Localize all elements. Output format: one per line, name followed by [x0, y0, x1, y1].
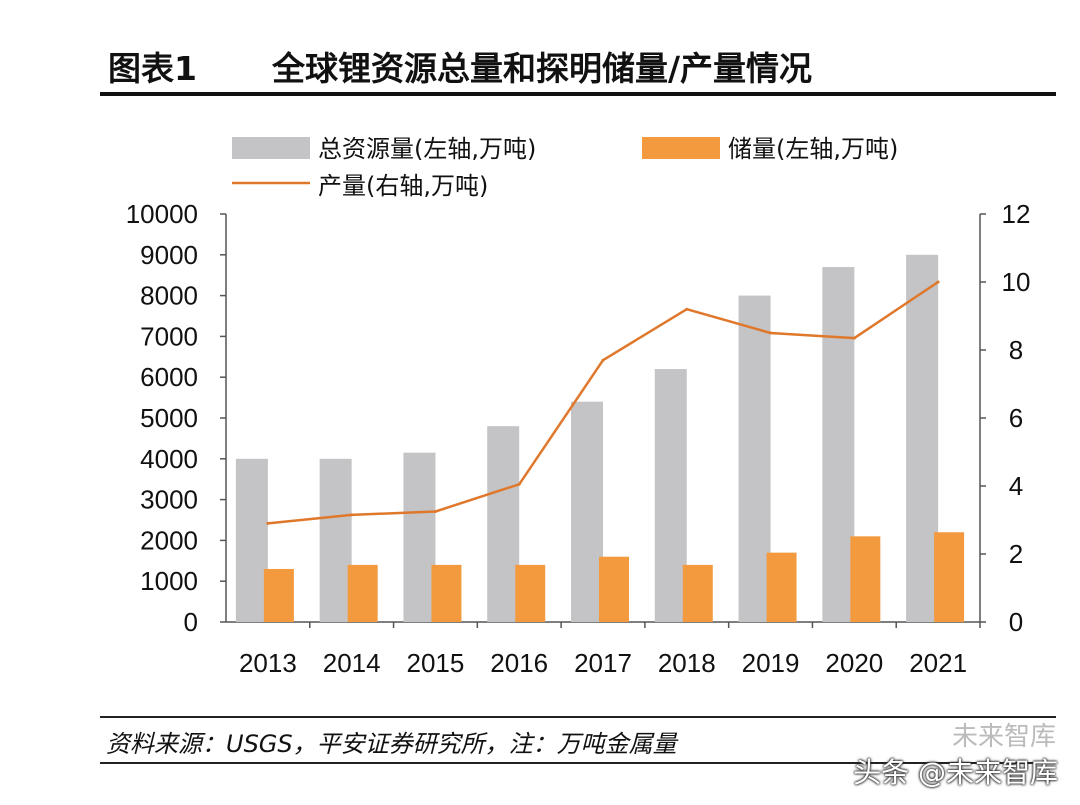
left-axis-tick-label: 1000 [140, 566, 198, 596]
footer: 资料来源：USGS，平安证券研究所，注：万吨金属量 [100, 716, 1056, 764]
left-axis-tick-label: 10000 [126, 199, 198, 229]
left-axis-tick-label: 2000 [140, 525, 198, 555]
right-axis-tick-label: 12 [1002, 199, 1031, 229]
right-axis-tick-label: 8 [1009, 335, 1023, 365]
bar-total-resources [487, 426, 520, 622]
footer-rule-top [100, 716, 1056, 718]
chart-bars [235, 254, 965, 623]
left-axis-tick-label: 9000 [140, 240, 198, 270]
point-production [769, 331, 773, 335]
left-axis-tick-label: 7000 [140, 321, 198, 351]
bar-total-resources [654, 369, 687, 622]
left-axis-tick-label: 6000 [140, 362, 198, 392]
legend-swatch-reserves [642, 137, 720, 159]
title-rule [100, 92, 1056, 96]
chart: 总资源量(左轴,万吨) 储量(左轴,万吨) 产量(右轴,万吨) 0 1000 200… [126, 135, 1031, 678]
left-axis-tick-label: 3000 [140, 485, 198, 515]
bar-total-resources [319, 458, 352, 622]
legend-label-production: 产量(右轴,万吨) [318, 172, 488, 200]
figure-label: 图表1 [108, 49, 197, 88]
left-axis-tick-label: 8000 [140, 281, 198, 311]
footer-rule-bottom [100, 762, 1056, 764]
right-axis-tick-label: 10 [1002, 267, 1031, 297]
bar-total-resources [403, 452, 436, 622]
right-axis-tick-label: 4 [1009, 471, 1023, 501]
left-axis-tick-label: 5000 [140, 403, 198, 433]
bar-total-resources [571, 401, 603, 622]
bar-reserves [599, 556, 629, 622]
bar-reserves [431, 564, 462, 622]
right-axis-tick-label: 0 [1009, 607, 1023, 637]
x-axis-tick-label: 2019 [742, 648, 800, 678]
bar-reserves [515, 564, 546, 622]
right-axis-tick-label: 2 [1009, 539, 1023, 569]
point-production [350, 513, 354, 517]
point-production [266, 521, 270, 525]
point-production [852, 336, 856, 340]
x-axis-tick-label: 2020 [825, 648, 883, 678]
watermark-text: 头条 @未来智库 [853, 756, 1058, 789]
left-axis-tick-label: 0 [184, 607, 198, 637]
figure-title: 全球锂资源总量和探明储量/产量情况 [272, 49, 813, 88]
source-note: 资料来源：USGS，平安证券研究所，注：万吨金属量 [106, 730, 677, 758]
x-axis-tick-label: 2016 [490, 648, 548, 678]
right-axis-tick-label: 6 [1009, 403, 1023, 433]
left-axis-tick-label: 4000 [140, 444, 198, 474]
bar-reserves [934, 532, 965, 622]
x-axis-tick-label: 2015 [407, 648, 465, 678]
legend-swatch-total-resources [232, 137, 310, 159]
chart-legend: 总资源量(左轴,万吨) 储量(左轴,万吨) 产量(右轴,万吨) [232, 135, 898, 200]
bar-reserves [347, 564, 378, 622]
point-production [936, 280, 940, 284]
x-axis-tick-label: 2018 [658, 648, 716, 678]
bar-reserves [850, 536, 881, 622]
x-axis-tick-label: 2017 [574, 648, 632, 678]
legend-label-total-resources: 总资源量(左轴,万吨) [318, 135, 536, 163]
x-axis-tick-label: 2013 [239, 648, 297, 678]
figure-header: 图表1 全球锂资源总量和探明储量/产量情况 [100, 36, 1056, 96]
legend-label-reserves: 储量(左轴,万吨) [728, 135, 898, 163]
bar-total-resources [235, 458, 268, 622]
watermark-logo-text: 未来智库 [951, 722, 1056, 752]
bar-total-resources [738, 295, 771, 622]
point-production [601, 358, 605, 362]
bar-reserves [766, 552, 797, 622]
x-axis-tick-label: 2021 [909, 648, 967, 678]
point-production [517, 482, 521, 486]
bar-total-resources [906, 254, 939, 623]
bar-total-resources [822, 267, 855, 622]
bar-reserves [682, 564, 713, 622]
point-production [433, 510, 437, 513]
bar-reserves [263, 568, 294, 622]
x-axis-tick-label: 2014 [323, 648, 381, 678]
chart-line [266, 280, 940, 525]
point-production [685, 307, 689, 311]
